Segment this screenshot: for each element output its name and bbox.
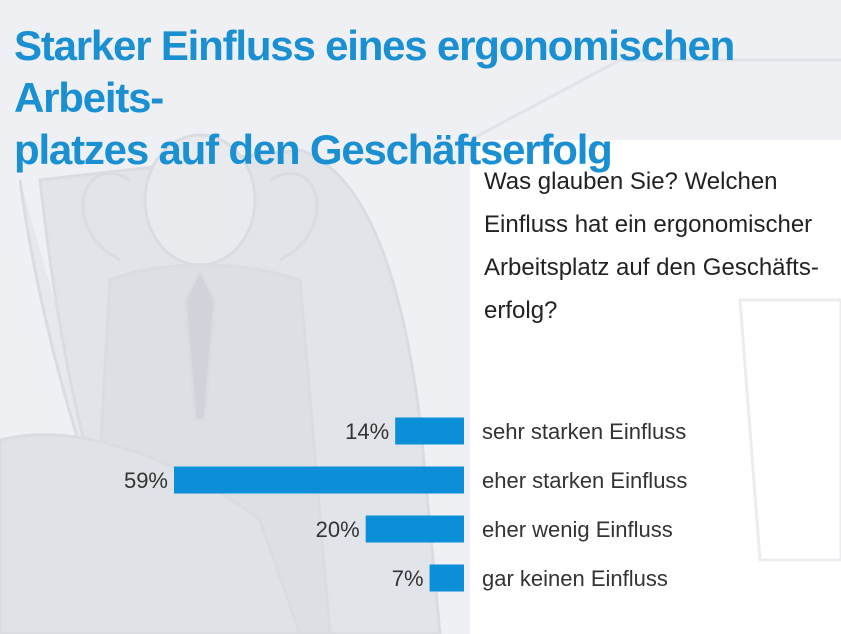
value-label: 20%	[316, 517, 360, 542]
bar	[174, 466, 464, 494]
value-label: 14%	[345, 419, 389, 444]
subtitle-line: Was glauben Sie? Welchen	[484, 168, 778, 195]
subtitle-line: Einfluss hat ein ergonomischer	[484, 211, 813, 238]
category-label: eher starken Einfluss	[482, 468, 687, 493]
subtitle-line: Arbeitsplatz auf den Geschäfts-	[484, 254, 819, 281]
chart-subtitle: Was glauben Sie? Welchen Einfluss hat ei…	[484, 160, 829, 332]
value-label: 7%	[392, 566, 424, 591]
bar-chart: 14% sehr starken Einfluss 59% eher starken …	[124, 417, 687, 592]
bar	[395, 417, 464, 445]
bar	[365, 515, 464, 543]
bar	[429, 564, 464, 592]
subtitle-line: erfolg?	[484, 297, 558, 324]
category-label: eher wenig Einfluss	[482, 517, 673, 542]
value-label: 59%	[124, 468, 168, 493]
category-label: gar keinen Einfluss	[482, 566, 668, 591]
category-label: sehr starken Einfluss	[482, 419, 686, 444]
chart-title: Starker Einfluss eines ergonomischen Arb…	[14, 22, 735, 173]
